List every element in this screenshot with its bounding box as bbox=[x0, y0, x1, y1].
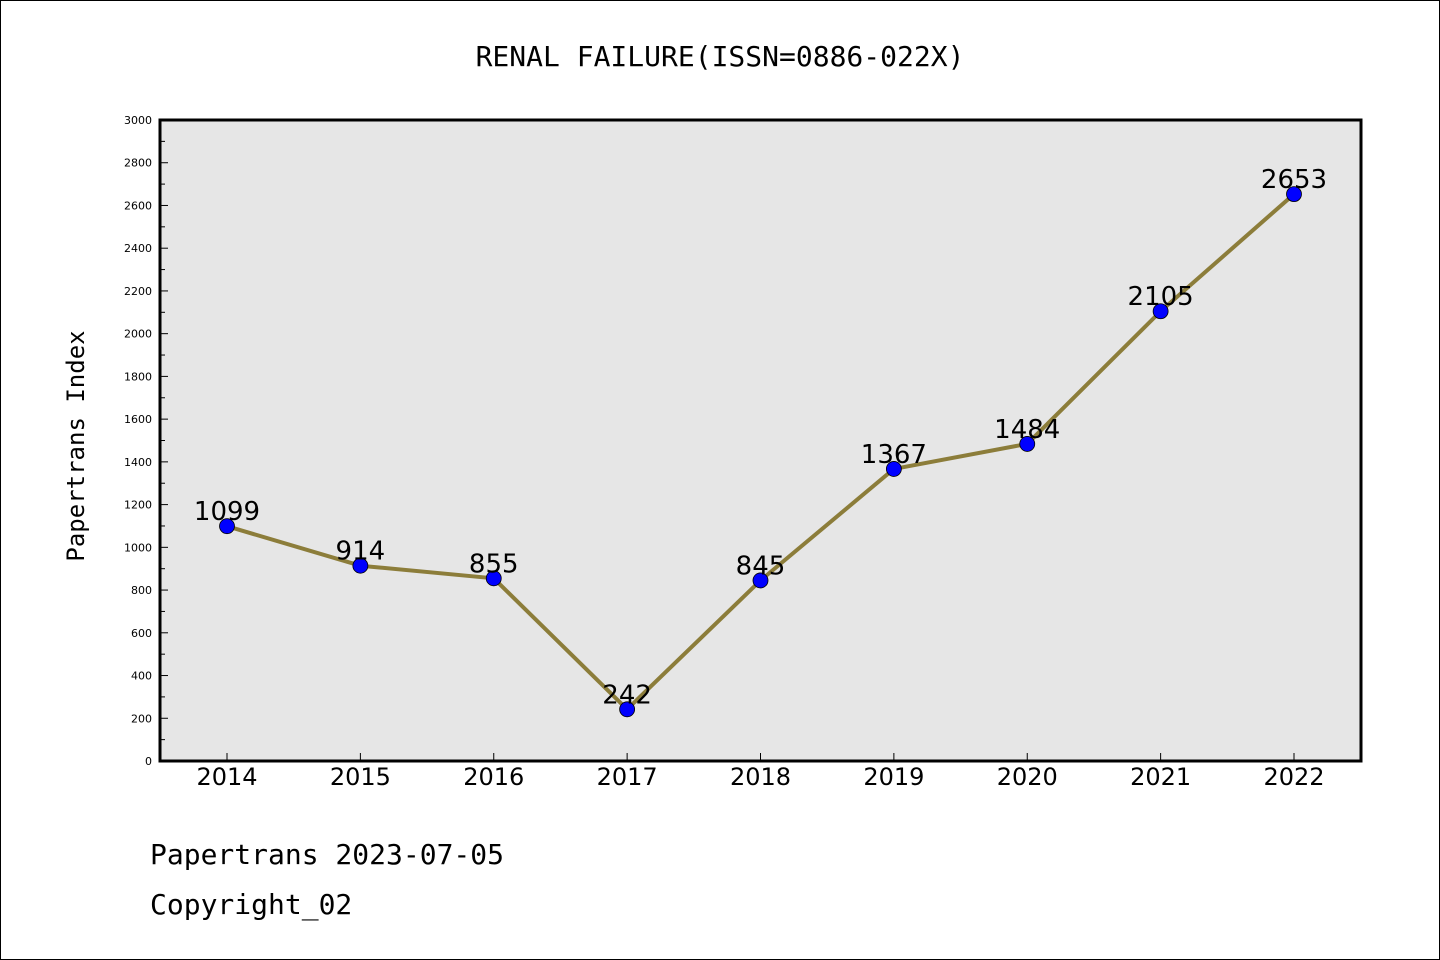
data-point bbox=[219, 518, 235, 535]
data-point bbox=[752, 572, 769, 589]
data-label: 242 bbox=[602, 680, 652, 710]
data-label: 1484 bbox=[994, 415, 1060, 445]
y-tick-label: 800 bbox=[131, 584, 152, 597]
series-group: 1099 914 855 242 845 1367 1484 2105 2653 bbox=[194, 165, 1327, 718]
data-point bbox=[1019, 436, 1036, 452]
data-label: 845 bbox=[736, 551, 786, 581]
data-label: 855 bbox=[469, 549, 519, 579]
footer-copyright: Copyright_02 bbox=[150, 888, 352, 922]
chart-title: RENAL FAILURE(ISSN=0886-022X) bbox=[476, 40, 965, 73]
y-tick-label: 1800 bbox=[124, 370, 152, 383]
x-tick-label: 2018 bbox=[730, 763, 791, 791]
data-point bbox=[885, 461, 902, 477]
data-label: 2105 bbox=[1128, 282, 1194, 312]
y-tick-label: 1000 bbox=[124, 541, 152, 554]
plot-area bbox=[158, 118, 1363, 763]
data-label: 914 bbox=[336, 537, 386, 567]
x-tick-label: 2022 bbox=[1263, 763, 1324, 791]
y-tick-label: 400 bbox=[131, 670, 152, 683]
x-tick-label: 2016 bbox=[463, 763, 524, 791]
y-axis-ticks: 0 200 400 600 800 1000 1200 1400 1600 1800 2000 220… bbox=[124, 114, 168, 768]
x-tick-label: 2014 bbox=[196, 763, 257, 791]
y-tick-label: 200 bbox=[131, 712, 152, 725]
y-tick-label: 0 bbox=[145, 755, 152, 768]
y-tick-label: 3000 bbox=[124, 114, 152, 127]
y-tick-label: 2400 bbox=[124, 242, 152, 255]
y-tick-label: 1400 bbox=[124, 456, 152, 469]
y-tick-label: 1600 bbox=[124, 413, 152, 426]
data-point bbox=[352, 557, 369, 574]
x-axis-ticks: 2014 2015 2016 2017 2018 2019 2020 2021 2022 bbox=[196, 753, 1325, 791]
y-tick-label: 1200 bbox=[124, 499, 152, 512]
data-label: 2653 bbox=[1261, 165, 1327, 195]
y-tick-label: 2200 bbox=[124, 285, 152, 298]
data-point bbox=[1152, 303, 1169, 320]
x-tick-label: 2021 bbox=[1130, 763, 1191, 791]
x-tick-label: 2020 bbox=[997, 763, 1058, 791]
x-tick-label: 2015 bbox=[330, 763, 391, 791]
y-axis-label: Papertrans Index bbox=[62, 330, 90, 561]
y-tick-label: 600 bbox=[131, 627, 152, 640]
data-label: 1367 bbox=[861, 440, 927, 470]
x-tick-label: 2017 bbox=[597, 763, 658, 791]
y-tick-label: 2000 bbox=[124, 328, 152, 341]
y-tick-label: 2800 bbox=[124, 157, 152, 170]
x-tick-label: 2019 bbox=[863, 763, 924, 791]
data-label: 1099 bbox=[194, 497, 260, 527]
data-point bbox=[485, 570, 502, 587]
footer-date: Papertrans 2023-07-05 bbox=[150, 838, 504, 871]
data-point bbox=[1286, 186, 1302, 203]
data-point bbox=[619, 701, 636, 718]
y-tick-label: 2600 bbox=[124, 199, 152, 212]
